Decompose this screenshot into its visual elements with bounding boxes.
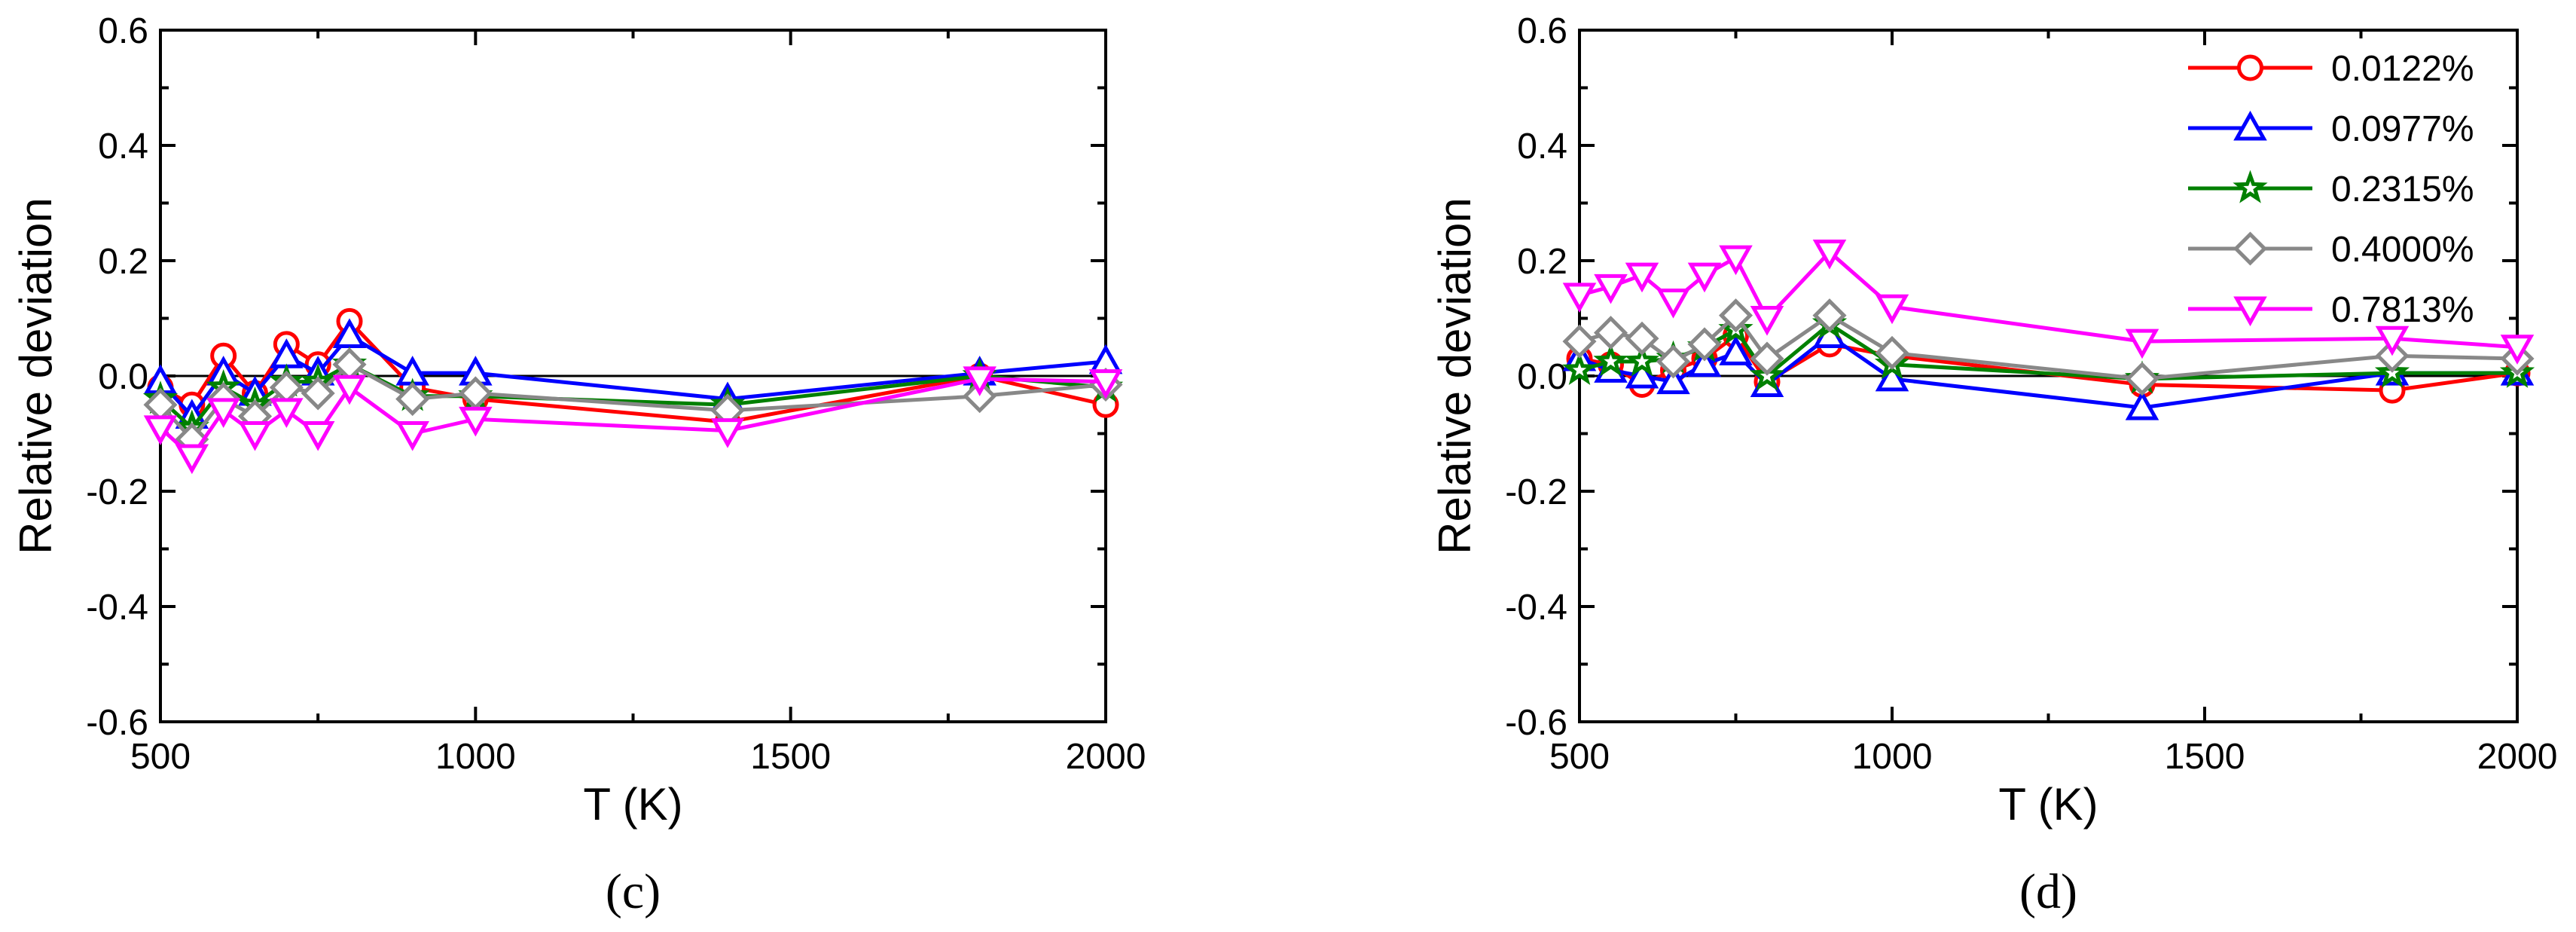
data-point xyxy=(301,376,335,411)
series-0.7813% xyxy=(143,366,1123,475)
x-tick-label: 1500 xyxy=(750,737,831,777)
data-point xyxy=(238,421,272,451)
data-point xyxy=(175,444,209,475)
data-point xyxy=(301,421,335,451)
data-point xyxy=(2125,328,2159,359)
data-point xyxy=(1656,344,1691,379)
y-tick-label: 0.4 xyxy=(1517,127,1567,167)
data-point xyxy=(1687,327,1722,362)
y-tick-label: -0.4 xyxy=(86,588,148,628)
data-point xyxy=(459,406,493,437)
legend-marker xyxy=(2237,54,2263,81)
data-point xyxy=(1750,341,1784,376)
x-tick-label: 2000 xyxy=(2477,737,2558,777)
data-point xyxy=(2125,362,2159,396)
y-axis-title: Relative deviation xyxy=(1430,197,1480,555)
legend-marker xyxy=(2233,170,2268,203)
x-tick-label: 1000 xyxy=(1852,737,1933,777)
legend-label: 0.2315% xyxy=(2331,170,2474,209)
legend-marker xyxy=(2233,231,2268,266)
data-point xyxy=(1875,361,1909,392)
legend-label: 0.4000% xyxy=(2331,230,2474,270)
data-point xyxy=(143,415,178,445)
data-point xyxy=(1562,324,1597,359)
y-tick-label: 0.6 xyxy=(98,11,148,51)
data-point xyxy=(270,398,304,428)
data-point xyxy=(1593,343,1628,377)
y-tick-label: 0.4 xyxy=(98,127,148,167)
data-point xyxy=(1562,283,1597,313)
y-tick-label: 0.2 xyxy=(98,242,148,282)
y-tick-label: -0.6 xyxy=(1505,703,1567,743)
legend: 0.0122% 0.0977% 0.2315% 0.4000% 0.7813% xyxy=(2188,49,2474,330)
data-point xyxy=(1624,343,1660,377)
data-point xyxy=(710,418,745,448)
data-point xyxy=(395,382,430,417)
data-point xyxy=(1718,298,1753,333)
panel-label: (d) xyxy=(2019,864,2077,919)
data-point xyxy=(1719,335,1753,365)
data-point xyxy=(1812,240,1847,270)
data-point xyxy=(1687,347,1722,377)
chart-panel-d: 500 1000 1500 2000 -0.6 -0.4 -0.2 0.0 0.2 0.4 0.6 T… xyxy=(1430,11,2557,919)
x-tick-label: 1500 xyxy=(2165,737,2245,777)
data-point xyxy=(1812,298,1847,333)
data-point xyxy=(1625,262,1659,293)
data-point xyxy=(1594,273,1628,304)
y-tick-label: 0.2 xyxy=(1517,242,1567,282)
data-point xyxy=(1561,352,1598,386)
data-point xyxy=(2500,335,2535,365)
legend-label: 0.7813% xyxy=(2331,290,2474,330)
data-point xyxy=(2125,390,2159,420)
data-point xyxy=(1750,306,1784,336)
y-tick-label: 0.6 xyxy=(1517,11,1567,51)
y-tick-label: -0.2 xyxy=(1505,472,1567,512)
legend-item: 0.2315% xyxy=(2188,170,2474,209)
data-point xyxy=(1656,364,1690,395)
data-point xyxy=(332,374,367,405)
y-tick-label: 0.0 xyxy=(1517,357,1567,397)
data-point xyxy=(1593,316,1628,350)
data-point xyxy=(2375,325,2410,356)
data-point xyxy=(1875,294,1909,325)
x-axis-title: T (K) xyxy=(1998,779,2098,830)
legend-label: 0.0122% xyxy=(2331,49,2474,89)
legend-item: 0.7813% xyxy=(2188,290,2474,330)
data-point xyxy=(1625,358,1659,389)
y-tick-label: 0.0 xyxy=(98,357,148,397)
data-point xyxy=(1875,335,1909,370)
legend-marker xyxy=(2233,110,2267,141)
legend-item: 0.4000% xyxy=(2188,230,2474,270)
data-point xyxy=(206,398,240,428)
legend-item: 0.0122% xyxy=(2188,49,2474,89)
data-point xyxy=(1719,245,1753,276)
data-point xyxy=(1687,262,1722,293)
x-tick-label: 500 xyxy=(1549,737,1610,777)
data-point xyxy=(395,421,429,451)
series-0.7813% xyxy=(1562,240,2535,365)
data-point xyxy=(963,366,997,396)
panel-label: (c) xyxy=(606,864,661,919)
y-tick-label: -0.2 xyxy=(86,472,148,512)
x-tick-label: 2000 xyxy=(1066,737,1146,777)
legend-marker xyxy=(2233,296,2267,327)
y-tick-label: -0.6 xyxy=(86,703,148,743)
legend-item: 0.0977% xyxy=(2188,109,2474,149)
series-line xyxy=(159,319,1106,424)
legend-label: 0.0977% xyxy=(2331,109,2474,149)
x-tick-label: 1000 xyxy=(435,737,516,777)
data-point xyxy=(1088,369,1123,399)
chart-panel-c: 500 1000 1500 2000 -0.6 -0.4 -0.2 0.0 0.2 0.4 0.6 T… xyxy=(11,11,1146,919)
y-tick-label: -0.4 xyxy=(1505,588,1567,628)
y-axis-title: Relative deviation xyxy=(11,197,61,555)
x-axis-title: T (K) xyxy=(583,779,682,830)
data-point xyxy=(1625,321,1659,356)
x-tick-label: 500 xyxy=(130,737,191,777)
data-point xyxy=(1656,289,1690,319)
